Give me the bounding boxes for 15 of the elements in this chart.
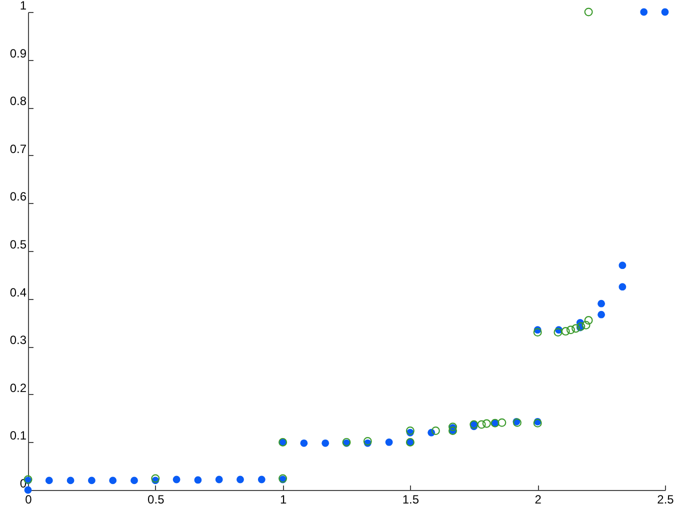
y-tick-label: 0.3: [10, 333, 27, 348]
x-tick-label: 1.5: [402, 492, 420, 505]
y-tick-label: 0.1: [10, 428, 27, 443]
y-tick-label: 0.9: [10, 46, 27, 60]
y-tick-label: 0.5: [10, 238, 27, 252]
x-tick-label: 2.5: [657, 492, 674, 505]
x-tick-label: 0.5: [148, 492, 165, 505]
x-tick-label: 2: [534, 492, 542, 505]
x-tick-label: 1: [280, 492, 287, 505]
y-tick-label: 1: [20, 0, 27, 12]
y-tick-label: 0.2: [10, 380, 27, 395]
y-tick-label: 0.7: [10, 142, 27, 156]
y-tick-label: 0.8: [10, 94, 27, 108]
y-tick-label: 0.4: [10, 285, 27, 300]
y-tick-label: 0.6: [10, 190, 27, 204]
